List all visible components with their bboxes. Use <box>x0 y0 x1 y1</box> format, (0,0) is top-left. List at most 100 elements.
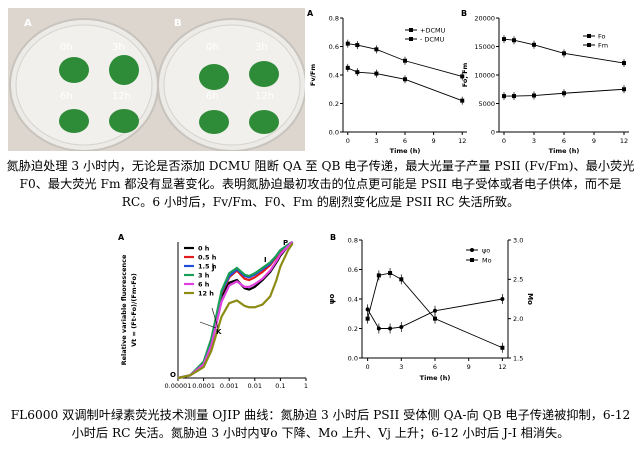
x-tick-label: 0.00001 <box>165 382 192 390</box>
y-tick-label: 0 <box>491 128 495 136</box>
chart-panel-label: A <box>118 233 125 242</box>
photo-panel-label-a: A <box>24 18 32 29</box>
annotation-o: O <box>170 371 176 379</box>
data-point <box>345 41 350 46</box>
legend-label: 6 h <box>198 281 210 289</box>
annotation-i: I <box>264 256 267 264</box>
y-tick-label: 15000 <box>474 43 495 51</box>
legend-label: 0.5 h <box>198 254 217 262</box>
series-line <box>177 242 294 380</box>
chart-psio-mo: B 0 3 6 9 12 0.0 0.2 0.4 0.6 0.8 1.5 2.0 2.5 3.0 Time … <box>328 233 534 382</box>
algae-spot <box>249 61 279 87</box>
data-point <box>460 74 465 79</box>
annotation-k: K <box>216 328 222 336</box>
y-tick-label-left: 0.4 <box>348 295 358 303</box>
data-point <box>399 325 404 330</box>
y-axis-title: Relative variable fluorescence <box>120 254 128 365</box>
data-point <box>365 316 370 321</box>
chart-panel-label: A <box>307 9 314 18</box>
x-tick-label: 0 <box>346 137 350 145</box>
y-tick-label: 0.2 <box>329 100 339 108</box>
legend-label: 3 h <box>198 272 210 280</box>
y-axis-title: Fv/Fm <box>309 64 317 86</box>
legend-marker <box>587 34 591 38</box>
legend-marker <box>587 43 591 47</box>
data-point <box>376 326 381 331</box>
data-point <box>622 61 626 66</box>
legend-label: 1.5 h <box>198 263 217 271</box>
x-tick-label: 6 <box>403 137 407 145</box>
data-point <box>532 93 536 98</box>
series-line <box>367 298 503 329</box>
x-axis-title: Time (h) <box>549 147 580 155</box>
data-point <box>512 38 516 43</box>
x-tick-label: 0.1 <box>275 382 285 390</box>
data-point <box>403 77 407 82</box>
legend-label: +DCMU <box>420 26 446 34</box>
algae-spot <box>199 110 229 134</box>
x-tick-label: 3 <box>532 137 536 145</box>
annotation-j: J <box>211 264 215 272</box>
x-tick-label: 3 <box>374 137 378 145</box>
caption-paragraph-2: FL6000 双调制叶绿素荧光技术测量 OJIP 曲线：氮胁迫 3 小时后 PS… <box>10 408 631 440</box>
annotation-pointer <box>211 307 219 329</box>
legend-label: Mo <box>482 257 492 265</box>
spot-label: 12h <box>255 91 274 102</box>
legend-label: Fo <box>598 32 606 40</box>
y-tick-label: 10000 <box>474 71 495 79</box>
series-line <box>177 241 294 380</box>
legend-label: 0 h <box>198 245 210 253</box>
data-point <box>345 65 350 70</box>
x-tick-label: 3 <box>399 363 403 371</box>
algae-spot <box>59 57 89 83</box>
legend-marker <box>409 37 413 41</box>
x-axis-title: Time (h) <box>390 147 421 155</box>
data-point <box>374 71 379 76</box>
x-tick-label: 12 <box>498 363 506 371</box>
y-tick-label-right: 1.5 <box>513 354 523 362</box>
x-tick-label: 9 <box>467 363 471 371</box>
x-axis-title: Time (h) <box>420 374 451 382</box>
y-tick-label-right: 2.0 <box>513 315 523 323</box>
x-tick-label: 12 <box>620 137 628 145</box>
x-tick-label: 12 <box>458 137 466 145</box>
chart-fvfm: A 0 3 6 9 12 0.0 0.2 0.4 0.6 0.8 Time (h) Fv/Fm +DCM… <box>307 9 467 155</box>
legend-marker <box>470 258 474 262</box>
data-point <box>562 91 566 96</box>
data-point <box>502 94 506 99</box>
data-point <box>532 42 536 47</box>
data-point <box>388 326 393 331</box>
data-point <box>622 87 626 92</box>
data-point <box>388 271 393 276</box>
legend-label: Fm <box>598 41 608 49</box>
data-point <box>433 308 437 313</box>
y-tick-label-left: 0.8 <box>348 236 358 244</box>
spot-label: 0h <box>206 42 219 53</box>
chart-panel-label: B <box>330 233 336 242</box>
y-tick-label: 0.6 <box>329 43 339 51</box>
x-tick-label: 0 <box>366 363 370 371</box>
data-point <box>403 58 407 63</box>
legend-marker <box>470 248 474 252</box>
spot-label: 6h <box>206 91 219 102</box>
series-line <box>177 241 294 380</box>
data-point <box>433 316 437 321</box>
chart-fo-fm: B 0 3 6 9 12 0 5000 10000 15000 20000 Time (h) Fo, … <box>461 9 629 155</box>
y-tick-label-left: 0.2 <box>348 325 358 333</box>
y-tick-label: 0.4 <box>329 71 339 79</box>
spot-label: 6h <box>60 91 73 102</box>
algae-spot <box>109 55 139 85</box>
data-point <box>512 94 516 99</box>
data-point <box>460 98 465 103</box>
x-tick-label: 0.01 <box>248 382 262 390</box>
y-axis-right-title: Mo <box>526 293 534 305</box>
chart-panel-label: B <box>461 9 467 18</box>
data-point <box>502 37 506 42</box>
petri-dish-photo: A B 0h 3h 6h 12h 0h 3h 6h 12h <box>8 8 305 151</box>
legend-label: 12 h <box>198 290 214 298</box>
legend-marker <box>409 28 413 32</box>
x-tick-label: 0 <box>502 137 506 145</box>
legend-label: - DCMU <box>420 35 445 43</box>
y-tick-label-left: 0.6 <box>348 266 358 274</box>
data-point <box>365 307 370 312</box>
